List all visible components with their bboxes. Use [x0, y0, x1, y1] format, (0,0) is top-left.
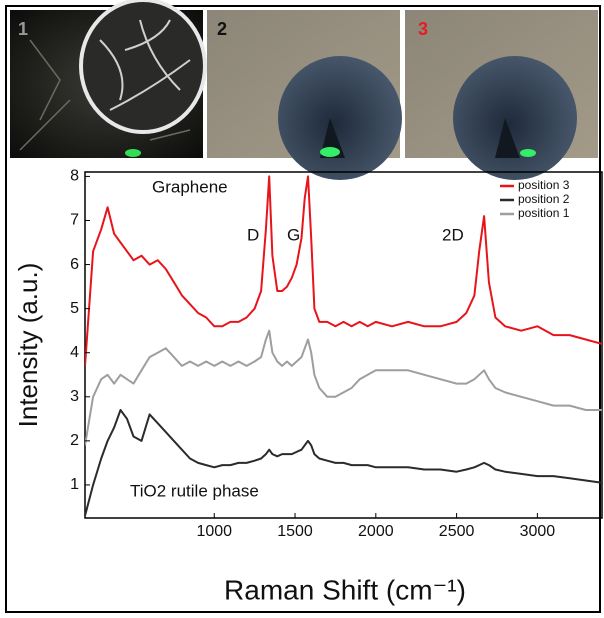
annotation: TiO2 rutile phase — [130, 481, 259, 500]
panel-label: 3 — [418, 19, 428, 39]
x-axis-label: Raman Shift (cm⁻¹) — [224, 574, 466, 605]
y-tick-label: 1 — [70, 476, 79, 493]
y-tick-label: 2 — [70, 432, 79, 449]
y-tick-label: 6 — [70, 256, 79, 273]
x-tick-label: 1000 — [196, 523, 232, 540]
figure: 1 2 3 Intensity (a.u.) Raman Shift (cm⁻¹… — [0, 0, 604, 618]
plot-frame — [85, 172, 602, 518]
plot-area — [85, 176, 602, 515]
y-tick-label: 8 — [70, 168, 79, 185]
photo-1: 1 — [10, 0, 205, 158]
y-axis-label: Intensity (a.u.) — [13, 263, 43, 428]
annotation: G — [287, 225, 300, 244]
legend-label: position 3 — [518, 178, 570, 192]
photo-2: 2 — [207, 10, 402, 180]
x-tick-label: 1500 — [277, 523, 313, 540]
x-tick-label: 2000 — [358, 523, 394, 540]
y-tick-label: 3 — [70, 388, 79, 405]
legend-label: position 1 — [518, 206, 570, 220]
annotation: D — [247, 225, 259, 244]
annotation: Graphene — [152, 177, 228, 196]
x-tick-label: 3000 — [520, 523, 556, 540]
y-tick-label: 7 — [70, 212, 79, 229]
legend-label: position 2 — [518, 192, 570, 206]
y-tick-label: 4 — [70, 344, 79, 361]
x-tick-label: 2500 — [439, 523, 475, 540]
y-tick-label: 5 — [70, 300, 79, 317]
photo-3: 3 — [405, 10, 598, 180]
panel-label: 2 — [217, 19, 227, 39]
annotation: 2D — [442, 225, 464, 244]
panel-label: 1 — [18, 19, 28, 39]
